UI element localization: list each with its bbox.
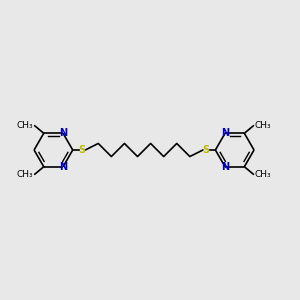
Text: CH₃: CH₃ (17, 121, 33, 130)
Text: S: S (202, 145, 209, 155)
Text: CH₃: CH₃ (255, 121, 272, 130)
Text: N: N (59, 162, 67, 172)
Text: S: S (79, 145, 86, 155)
Text: N: N (221, 162, 229, 172)
Text: N: N (59, 128, 67, 138)
Text: N: N (221, 128, 229, 138)
Text: CH₃: CH₃ (255, 170, 272, 179)
Text: CH₃: CH₃ (17, 170, 33, 179)
